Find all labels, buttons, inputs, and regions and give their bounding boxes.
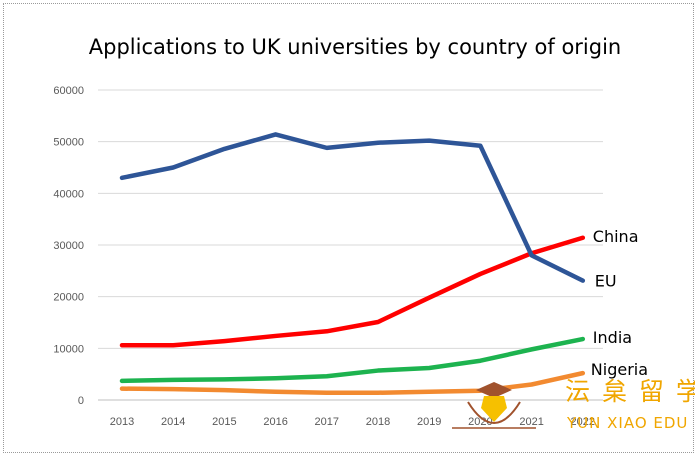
y-tick-label: 10000	[53, 343, 84, 355]
series-line-eu	[119, 132, 586, 283]
series-label-eu: EU	[595, 272, 617, 291]
gridlines	[98, 89, 603, 401]
x-tick-label: 2020	[468, 416, 492, 428]
line-chart: Applications to UK universities by count…	[53, 35, 695, 432]
x-tick-label: 2018	[366, 416, 390, 428]
series-line-india	[119, 336, 586, 384]
x-tick-label: 2016	[263, 416, 287, 428]
y-tick-label: 0	[78, 395, 84, 407]
watermark: 沄 枲 留 学 YUN XIAO EDU	[452, 377, 695, 432]
x-tick-label: 2015	[212, 416, 236, 428]
series-lines	[119, 132, 586, 396]
x-tick-label: 2014	[161, 416, 185, 428]
x-tick-label: 2022	[571, 416, 595, 428]
y-tick-label: 40000	[53, 188, 84, 200]
watermark-chinese: 沄 枲 留 学	[565, 377, 695, 406]
series-label-nigeria: Nigeria	[591, 360, 648, 379]
series-label-china: China	[593, 227, 639, 246]
y-tick-label: 60000	[53, 85, 84, 97]
x-tick-label: 2013	[110, 416, 134, 428]
x-axis: 2013 2014 2015 2016 2017 2018 2019 2020 2021 2022	[110, 416, 595, 428]
series-labels: China EU India Nigeria	[591, 227, 648, 379]
x-tick-label: 2017	[315, 416, 339, 428]
y-tick-label: 20000	[53, 292, 84, 304]
x-tick-label: 2019	[417, 416, 441, 428]
chart-title: Applications to UK universities by count…	[89, 35, 621, 59]
y-tick-label: 50000	[53, 137, 84, 149]
watermark-english: YUN XIAO EDU	[566, 414, 688, 432]
y-tick-label: 30000	[53, 240, 84, 252]
y-axis: 0 10000 20000 30000 40000 50000 60000	[53, 85, 84, 407]
series-line-china	[119, 235, 586, 348]
series-label-india: India	[593, 328, 632, 347]
x-tick-label: 2021	[519, 416, 543, 428]
graduation-cap-logo	[452, 382, 536, 429]
series-line-nigeria	[119, 370, 586, 396]
chart-frame: Applications to UK universities by count…	[3, 3, 695, 453]
